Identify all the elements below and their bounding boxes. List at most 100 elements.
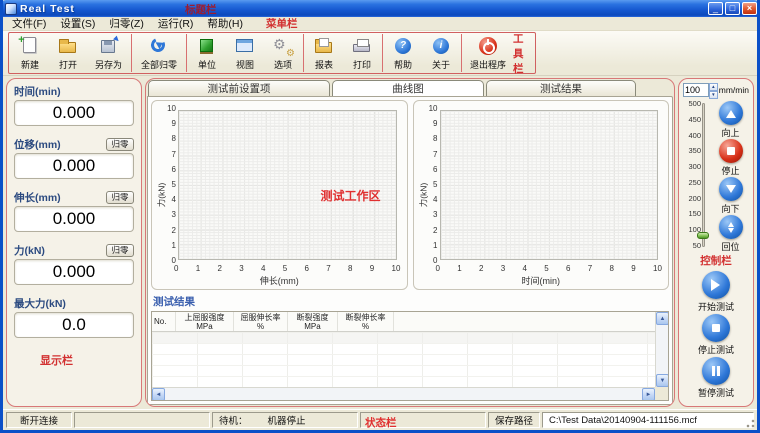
menu-settings[interactable]: 设置(S) <box>60 18 96 30</box>
minimize-button[interactable]: _ <box>708 2 723 15</box>
slider-track[interactable] <box>702 103 705 247</box>
tick-label: 7 <box>326 264 331 273</box>
tick-label: 7 <box>433 149 438 159</box>
stop-test-button[interactable]: 停止测试 <box>698 314 734 356</box>
menu-zero[interactable]: 归零(Z) <box>109 18 144 30</box>
displacement-value: 0.000 <box>14 153 134 179</box>
toolbar-about-button[interactable]: i 关于 <box>422 34 460 72</box>
app-icon <box>5 2 17 15</box>
tick-label: 4 <box>433 195 438 205</box>
menu-file[interactable]: 文件(F) <box>12 18 47 30</box>
spin-up-icon: ▲ <box>709 83 718 91</box>
tick-label: 350 <box>688 146 701 156</box>
resize-grip[interactable] <box>744 417 756 429</box>
tick-label: 5 <box>544 264 549 273</box>
force-zero-button[interactable]: 归零 <box>106 244 134 257</box>
tick-label: 10 <box>653 264 662 273</box>
toolbar-save-as-button[interactable]: ▼ 另存为 <box>94 31 123 70</box>
jog-down-button[interactable]: 向下 <box>718 177 743 215</box>
machine-status: 待机： 机器停止 <box>212 412 358 428</box>
tick-label: 3 <box>239 264 244 273</box>
annotation-status-bar: 状态栏 <box>365 417 397 429</box>
scroll-left-arrow-icon[interactable]: ◄ <box>152 388 165 400</box>
test-results-section: 测试结果 No. 上屈服强度 MPa 屈 <box>151 293 669 401</box>
speed-input[interactable] <box>683 83 709 97</box>
tick-label: 4 <box>171 195 176 205</box>
main-area: 时间(min) 0.000 位移(mm) 归零 0.000 伸长(mm) 归零 … <box>3 76 757 409</box>
about-circle-icon: i <box>430 36 452 57</box>
results-horizontal-scrollbar[interactable]: ◄ ► <box>152 387 655 400</box>
tick-label: 100 <box>688 225 701 235</box>
toolbar-options-button[interactable]: ⚙ ⚙ 选项 <box>273 35 295 70</box>
close-button[interactable]: × <box>742 2 757 15</box>
tick-label: 0 <box>171 255 176 265</box>
tick-label: 10 <box>428 104 438 113</box>
jog-home-button[interactable]: 回位 <box>718 215 743 253</box>
scroll-down-arrow-icon[interactable]: ▼ <box>656 374 668 387</box>
tick-label: 2 <box>217 264 222 273</box>
jog-up-button[interactable]: 向上 <box>718 101 743 139</box>
time-field: 时间(min) 0.000 <box>14 85 134 126</box>
scroll-right-arrow-icon[interactable]: ► <box>642 388 655 400</box>
toolbar-separator <box>303 34 304 72</box>
elongation-field: 伸长(mm) 归零 0.000 <box>14 191 134 232</box>
menu-run[interactable]: 运行(R) <box>157 18 194 30</box>
tick-label: 9 <box>433 119 438 129</box>
elongation-label: 伸长(mm) <box>14 192 61 204</box>
tab-curve-chart[interactable]: 曲线图 <box>332 80 484 96</box>
displacement-label: 位移(mm) <box>14 139 61 151</box>
force-elongation-chart: 力(kN) 10 9 8 7 6 5 4 3 2 1 0 0 1 2 3 4 5 6 7 8 9 10 伸长(mm) 测… <box>151 100 408 290</box>
tick-label: 7 <box>587 264 593 273</box>
toolbar-print-button[interactable]: 打印 <box>343 34 381 72</box>
max-force-value: 0.0 <box>14 312 134 338</box>
jog-stop-button[interactable]: 停止 <box>718 139 743 177</box>
tick-label: 150 <box>688 209 701 219</box>
speed-slider[interactable]: 500 450 400 350 300 250 200 150 100 50 <box>683 100 712 250</box>
time-value: 0.000 <box>14 100 134 126</box>
down-arrow-icon <box>718 177 743 201</box>
tick-label: 500 <box>688 99 701 108</box>
tick-label: 50 <box>692 240 701 250</box>
menu-help[interactable]: 帮助(H) <box>207 18 243 30</box>
toolbar-unit-button[interactable]: 单位 <box>188 34 226 72</box>
toolbar-help-button[interactable]: ? 帮助 <box>384 34 422 72</box>
slider-thumb[interactable] <box>697 232 709 239</box>
tab-pretest-settings[interactable]: 测试前设置项 <box>148 80 330 96</box>
tick-label: 8 <box>348 264 353 273</box>
elongation-zero-button[interactable]: 归零 <box>106 191 134 204</box>
pause-test-button[interactable]: 暂停测试 <box>698 357 734 399</box>
status-cell-empty <box>74 412 210 428</box>
slider-tick-labels: 500 450 400 350 300 250 200 150 100 50 <box>683 100 701 250</box>
up-arrow-icon <box>718 101 743 125</box>
toolbar-open-button[interactable]: 打开 <box>49 34 87 72</box>
displacement-zero-button[interactable]: 归零 <box>106 138 134 151</box>
scroll-up-arrow-icon[interactable]: ▲ <box>656 312 668 325</box>
play-icon <box>701 271 730 299</box>
view-window-icon <box>234 36 256 57</box>
toolbar-report-button[interactable]: 报表 <box>305 34 343 72</box>
options-gears-icon: ⚙ ⚙ <box>273 35 295 59</box>
toolbar-exit-button[interactable]: 退出程序 <box>463 34 513 72</box>
start-test-button[interactable]: 开始测试 <box>698 271 734 313</box>
machine-state: 机器停止 <box>267 416 306 427</box>
results-vertical-scrollbar[interactable]: ▲ ▼ <box>655 312 668 387</box>
annotation-menu-bar: 菜单栏 <box>266 18 298 30</box>
tab-test-results[interactable]: 测试结果 <box>486 80 636 96</box>
tick-label: 3 <box>171 210 176 220</box>
exit-power-icon <box>477 36 499 57</box>
tick-label: 9 <box>171 119 176 129</box>
tick-label: 6 <box>433 164 438 174</box>
help-circle-icon: ? <box>392 36 414 57</box>
toolbar-view-button[interactable]: 视图 <box>226 34 264 72</box>
toolbar-annotation-box: + 新建 打开 ▼ 另存为 全部归零 单位 <box>8 31 536 75</box>
menu-bar: 文件(F) 设置(S) 归零(Z) 运行(R) 帮助(H) 菜单栏 <box>3 17 757 31</box>
maximize-button[interactable]: □ <box>725 2 740 15</box>
toolbar-new-button[interactable]: + 新建 <box>18 33 39 70</box>
toolbar-zero-all-button[interactable]: 全部归零 <box>133 34 185 72</box>
annotation-title-bar: 标题栏 <box>185 4 217 16</box>
speed-spinner[interactable]: ▲ ▼ <box>709 83 718 99</box>
save-path-value: C:\Test Data\20140904-111156.mcf <box>542 412 754 428</box>
tick-label: 400 <box>688 130 701 140</box>
unit-cube-icon <box>196 36 218 57</box>
status-bar: 断开连接 待机： 机器停止 状态栏 保存路径 C:\Test Data\2014… <box>3 409 757 430</box>
